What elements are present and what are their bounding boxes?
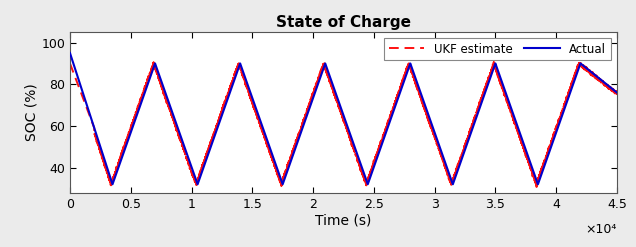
UKF estimate	[97, 152, 105, 155]
Actual	[401, 78, 408, 81]
Actual	[212, 130, 220, 133]
Actual	[97, 148, 105, 151]
Actual	[604, 84, 612, 87]
UKF estimate	[66, 62, 74, 65]
UKF estimate	[613, 90, 621, 93]
UKF estimate	[212, 127, 220, 130]
UKF estimate	[498, 84, 506, 87]
Actual	[109, 183, 116, 186]
Title: State of Charge: State of Charge	[276, 15, 411, 30]
Legend: UKF estimate, Actual: UKF estimate, Actual	[384, 38, 611, 61]
X-axis label: Time (s): Time (s)	[315, 213, 371, 227]
Y-axis label: SOC (%): SOC (%)	[24, 83, 38, 141]
Actual	[66, 51, 74, 54]
Line: UKF estimate: UKF estimate	[70, 62, 617, 187]
UKF estimate	[604, 86, 612, 89]
UKF estimate	[320, 61, 328, 64]
Actual	[613, 91, 621, 94]
UKF estimate	[533, 185, 541, 188]
Line: Actual: Actual	[70, 53, 617, 184]
UKF estimate	[409, 73, 417, 76]
Actual	[409, 68, 417, 71]
Actual	[498, 80, 506, 83]
UKF estimate	[401, 73, 408, 76]
Text: ×10⁴: ×10⁴	[586, 223, 617, 236]
